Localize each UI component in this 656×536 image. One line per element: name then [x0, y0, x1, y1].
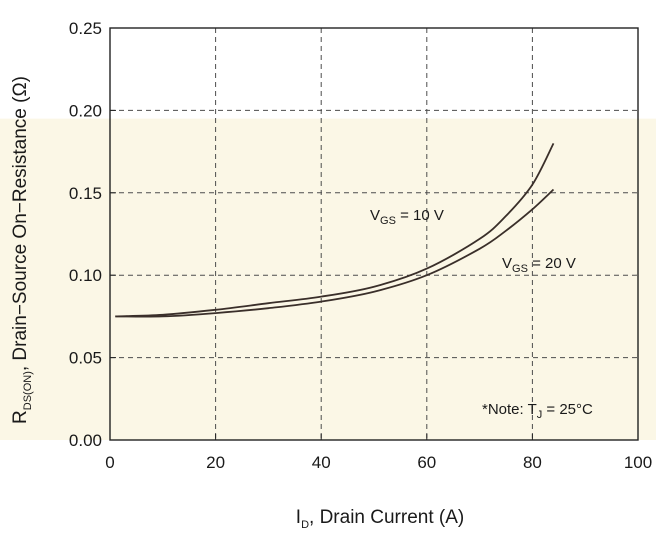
x-tick-label-4: 80 — [523, 453, 542, 472]
y-tick-label-4: 0.20 — [69, 101, 102, 120]
x-tick-label-0: 0 — [105, 453, 114, 472]
x-tick-label-5: 100 — [624, 453, 652, 472]
x-tick-label-3: 60 — [417, 453, 436, 472]
x-tick-label-2: 40 — [312, 453, 331, 472]
x-axis-label: ID, Drain Current (A) — [296, 507, 464, 531]
x-tick-label-1: 20 — [206, 453, 225, 472]
y-tick-label-3: 0.15 — [69, 184, 102, 203]
y-tick-label-5: 0.25 — [69, 19, 102, 38]
y-tick-label-2: 0.10 — [69, 266, 102, 285]
y-axis-label: RDS(ON), Drain−Source On−Resistance (Ω) — [10, 76, 34, 424]
y-tick-label-1: 0.05 — [69, 349, 102, 368]
y-tick-label-0: 0.00 — [69, 431, 102, 450]
